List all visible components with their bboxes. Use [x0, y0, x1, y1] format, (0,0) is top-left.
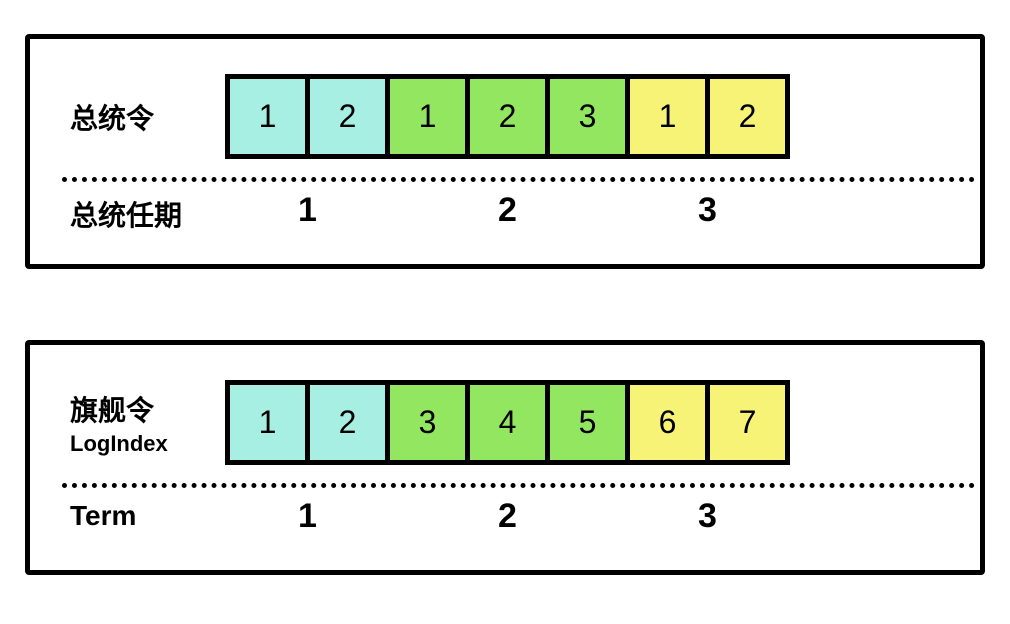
log-cell: 1 [385, 74, 470, 159]
log-cell: 7 [705, 380, 790, 465]
log-cell: 4 [465, 380, 550, 465]
log-cell: 1 [225, 74, 310, 159]
log-cell: 2 [305, 380, 390, 465]
log-cell: 2 [705, 74, 790, 159]
row-bottom: 旗舰令 LogIndex [70, 380, 168, 465]
term-number: 1 [298, 191, 317, 230]
log-cell: 3 [385, 380, 470, 465]
log-cell: 6 [625, 380, 710, 465]
log-cell: 2 [305, 74, 390, 159]
log-cell: 5 [545, 380, 630, 465]
boxes-top: 1212312 [225, 74, 790, 159]
term-label-top: 总统任期 [70, 194, 182, 234]
boxes-bottom: 1234567 [225, 380, 790, 465]
row-sublabel-bottom: LogIndex [70, 431, 168, 457]
term-number: 3 [698, 497, 717, 536]
term-number: 1 [298, 497, 317, 536]
log-cell: 2 [465, 74, 550, 159]
term-label-bottom: Term [70, 500, 136, 532]
term-number: 3 [698, 191, 717, 230]
panel-bottom: 旗舰令 LogIndex 1234567 Term 123 [25, 340, 985, 575]
panel-top: 总统令 1212312 总统任期 123 [25, 34, 985, 269]
log-cell: 1 [225, 380, 310, 465]
row-top: 总统令 [70, 74, 154, 159]
log-cell: 1 [625, 74, 710, 159]
term-number: 2 [498, 191, 517, 230]
log-cell: 3 [545, 74, 630, 159]
row-label-top: 总统令 [70, 97, 154, 137]
divider-bottom [62, 483, 975, 488]
term-number: 2 [498, 497, 517, 536]
row-label-bottom: 旗舰令 [70, 389, 154, 429]
divider-top [62, 177, 975, 182]
